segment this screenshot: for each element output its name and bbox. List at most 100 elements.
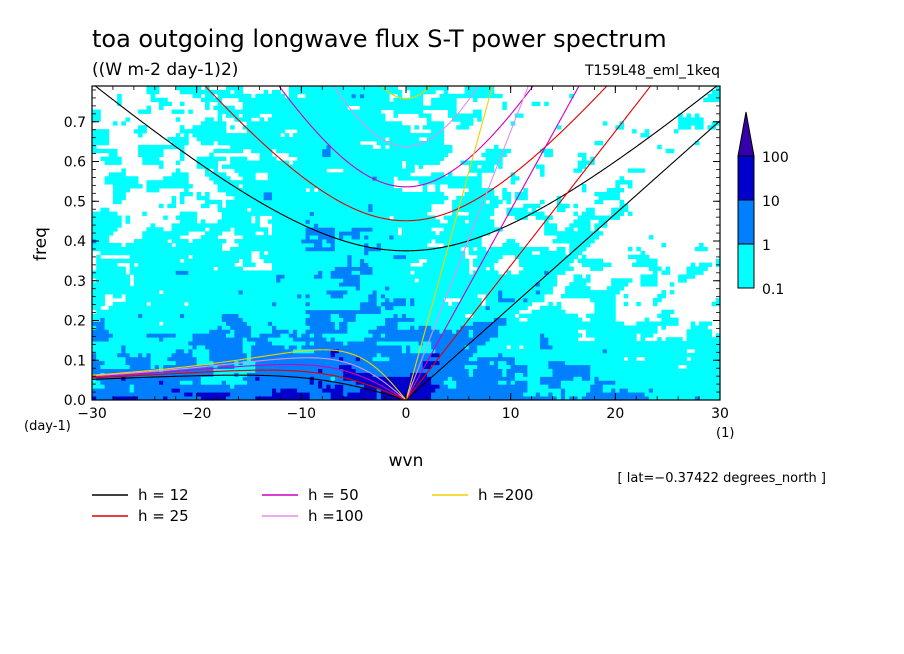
- power-cell: [351, 227, 357, 232]
- power-cell: [163, 305, 168, 311]
- power-cell: [351, 86, 357, 91]
- power-cell: [246, 129, 252, 134]
- power-cell: [385, 364, 390, 369]
- power-cell: [217, 325, 223, 330]
- power-cell: [401, 274, 407, 279]
- power-cell: [276, 180, 281, 185]
- power-cell: [288, 396, 294, 400]
- power-cell: [246, 388, 252, 393]
- power-cell: [389, 243, 394, 248]
- power-cell: [297, 235, 302, 240]
- power-cell: [292, 239, 298, 244]
- power-cell: [225, 348, 231, 354]
- power-cell: [196, 384, 202, 389]
- power-cell: [225, 396, 231, 400]
- power-cell: [163, 294, 168, 299]
- power-cell: [205, 121, 210, 126]
- power-cell: [309, 266, 315, 271]
- power-cell: [117, 301, 122, 307]
- power-cell: [112, 337, 118, 342]
- power-cell: [150, 313, 156, 318]
- power-cell: [330, 364, 336, 369]
- power-cell: [364, 129, 369, 134]
- power-cell: [230, 278, 235, 283]
- power-cell: [355, 388, 361, 393]
- power-cell: [351, 243, 357, 248]
- power-cell: [355, 274, 361, 279]
- power-cell: [251, 235, 256, 240]
- power-cell: [355, 392, 361, 397]
- power-cell: [184, 290, 189, 295]
- power-cell: [133, 345, 139, 350]
- power-cell: [179, 290, 185, 295]
- power-cell: [355, 317, 361, 322]
- power-cell: [330, 231, 336, 236]
- power-cell: [200, 321, 206, 326]
- power-cell: [163, 246, 168, 252]
- power-cell: [301, 317, 306, 322]
- power-cell: [188, 313, 193, 318]
- power-cell: [401, 266, 407, 271]
- power-cell: [96, 297, 101, 303]
- power-cell: [334, 152, 340, 158]
- power-cell: [129, 243, 135, 248]
- power-cell: [355, 207, 361, 212]
- power-cell: [238, 325, 244, 330]
- power-cell: [372, 239, 378, 244]
- power-cell: [385, 184, 390, 189]
- power-cell: [318, 191, 323, 197]
- power-cell: [326, 180, 332, 185]
- power-cell: [150, 384, 156, 389]
- power-cell: [393, 211, 399, 216]
- power-cell: [246, 333, 252, 338]
- power-cell: [246, 392, 252, 397]
- power-cell: [154, 333, 160, 338]
- power-cell: [401, 345, 407, 350]
- power-cell: [129, 376, 135, 381]
- power-cell: [121, 392, 126, 397]
- power-cell: [305, 297, 311, 303]
- power-cell: [347, 164, 352, 169]
- power-cell: [238, 172, 244, 177]
- power-cell: [259, 337, 265, 342]
- power-cell: [397, 101, 403, 107]
- power-cell: [146, 396, 152, 400]
- power-cell: [276, 337, 281, 342]
- power-cell: [297, 305, 302, 311]
- power-cell: [209, 388, 214, 393]
- power-cell: [255, 290, 260, 295]
- power-cell: [359, 195, 365, 201]
- power-cell: [393, 352, 399, 358]
- power-cell: [188, 345, 193, 350]
- power-cell: [284, 286, 290, 291]
- power-cell: [322, 294, 327, 299]
- power-cell: [318, 121, 323, 126]
- power-cell: [292, 337, 298, 342]
- power-cell: [389, 290, 394, 295]
- power-cell: [380, 97, 386, 103]
- power-cell: [272, 360, 277, 366]
- power-cell: [142, 152, 147, 158]
- power-cell: [267, 172, 273, 177]
- power-cell: [146, 274, 152, 279]
- power-cell: [326, 101, 332, 107]
- power-cell: [322, 274, 327, 279]
- power-cell: [272, 180, 277, 185]
- power-cell: [351, 345, 357, 350]
- power-cell: [138, 341, 143, 346]
- power-cell: [355, 211, 361, 216]
- power-cell: [200, 376, 206, 381]
- power-cell: [112, 290, 118, 295]
- power-cell: [288, 270, 294, 275]
- power-cell: [380, 376, 386, 381]
- power-cell: [272, 372, 277, 377]
- power-cell: [125, 282, 131, 287]
- power-cell: [217, 341, 223, 346]
- power-cell: [393, 297, 399, 303]
- power-cell: [364, 254, 369, 260]
- power-cell: [297, 168, 302, 173]
- power-cell: [351, 188, 357, 193]
- power-cell: [284, 282, 290, 287]
- power-cell: [171, 176, 177, 181]
- power-cell: [364, 121, 369, 126]
